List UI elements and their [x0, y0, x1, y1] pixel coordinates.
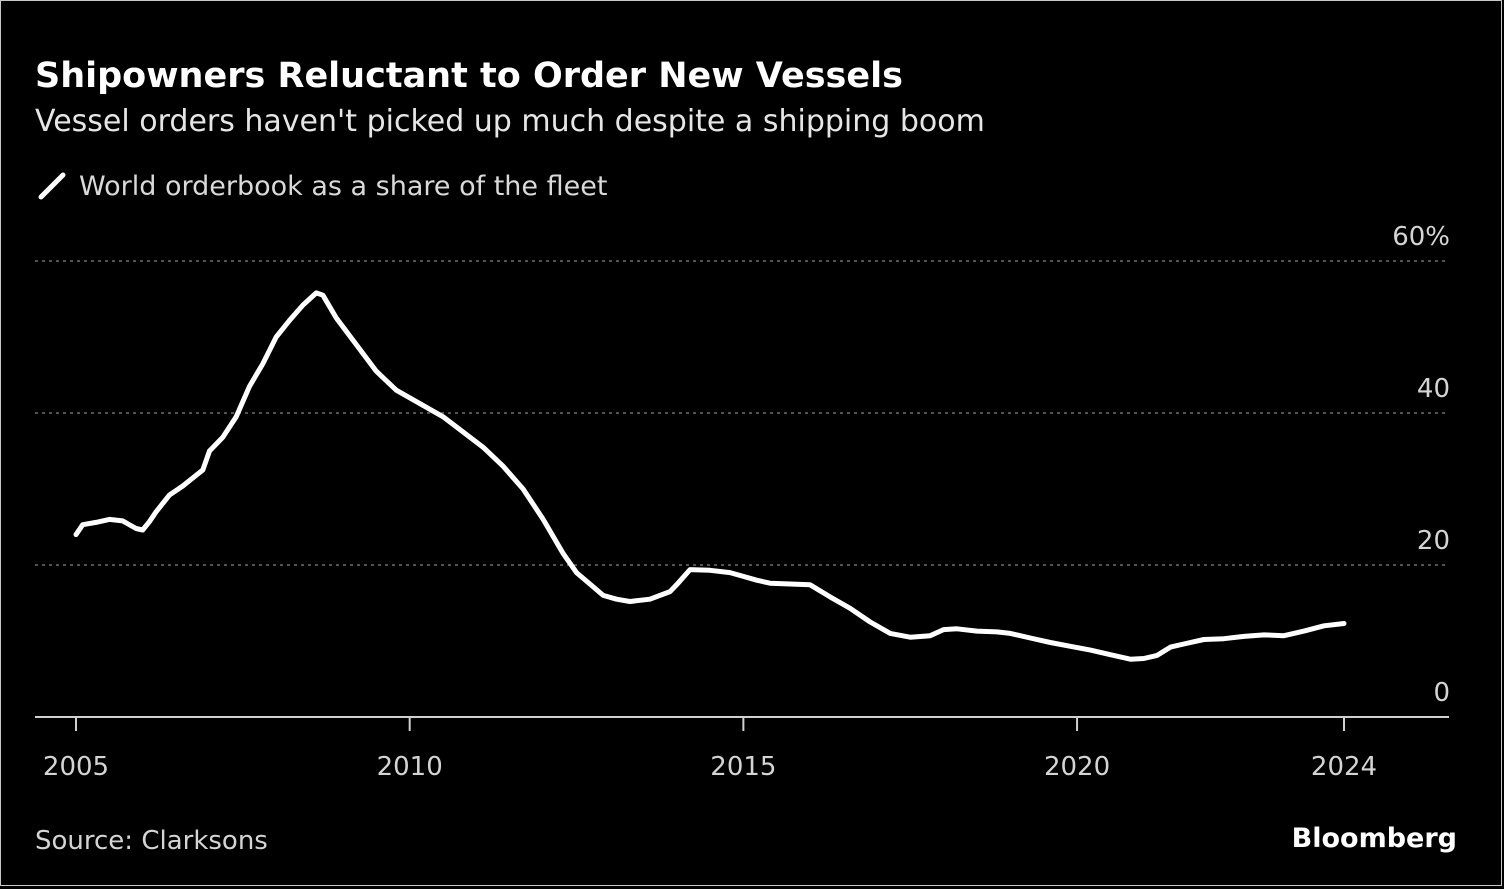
legend: World orderbook as a share of the fleet [38, 171, 607, 202]
x-axis-ticks: 2005 2010 2015 2020 2024 [43, 717, 1377, 782]
legend-label: World orderbook as a share of the fleet [79, 171, 607, 202]
y-tick-label: 60% [1392, 222, 1450, 252]
y-tick-label: 0 [1433, 678, 1450, 708]
x-tick-label: 2020 [1044, 752, 1110, 782]
y-tick-label: 40 [1417, 374, 1450, 404]
y-tick-label: 20 [1417, 526, 1450, 556]
chart-title: Shipowners Reluctant to Order New Vessel… [35, 56, 903, 96]
bloomberg-logo: Bloomberg [1292, 823, 1457, 854]
source-note: Source: Clarksons [35, 826, 268, 856]
chart-subtitle: Vessel orders haven't picked up much des… [35, 104, 985, 139]
x-tick-label: 2010 [377, 752, 443, 782]
series-layer [73, 290, 1347, 662]
x-tick-label: 2015 [710, 752, 776, 782]
gridlines [35, 260, 1449, 566]
x-tick-label: 2024 [1311, 752, 1377, 782]
legend-swatch [38, 172, 66, 200]
x-tick-label: 2005 [43, 752, 109, 782]
series-line-0 [73, 290, 1347, 662]
y-axis-ticks: 0 20 40 60% [1392, 222, 1450, 708]
